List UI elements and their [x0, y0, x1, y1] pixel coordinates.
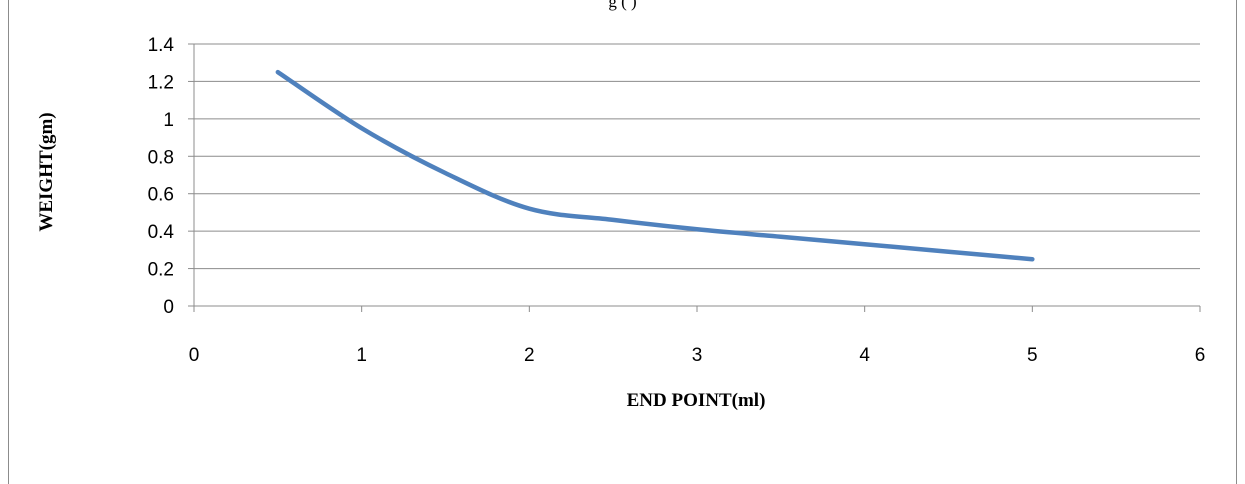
series-line-0: [275, 69, 1035, 262]
chart-frame: [8, 0, 1237, 484]
x-tick-label-6: 6: [1195, 345, 1206, 366]
y-tick-label-6: 1.2: [148, 72, 174, 93]
y-tick-label-4: 0.8: [148, 147, 174, 168]
x-tick-label-0: 0: [189, 345, 200, 366]
tick-labels: 0 0.2 0.4 0.6 0.8 1 1.2 1.4 0 1 2 3 4 5 6: [148, 35, 1206, 366]
x-tick-label-1: 1: [356, 345, 367, 366]
y-tick-label-7: 1.4: [148, 35, 175, 56]
x-tick-label-4: 4: [859, 345, 870, 366]
x-tick-label-3: 3: [692, 345, 703, 366]
x-tick-label-5: 5: [1027, 345, 1038, 366]
y-tick-label-3: 0.6: [148, 185, 174, 206]
x-tick-label-2: 2: [524, 345, 535, 366]
y-tick-label-1: 0.2: [148, 260, 174, 281]
axes: [188, 43, 1201, 312]
y-axis-title: WEIGHT(gm): [36, 112, 57, 231]
gridlines: [194, 43, 1200, 270]
y-tick-label-2: 0.4: [148, 222, 175, 243]
y-tick-label-5: 1: [163, 110, 174, 131]
x-axis-title: END POINT(ml): [627, 390, 766, 411]
y-tick-label-0: 0: [163, 297, 174, 318]
caption-fragment: g ( ): [608, 0, 637, 11]
series-layer: [275, 69, 1035, 262]
